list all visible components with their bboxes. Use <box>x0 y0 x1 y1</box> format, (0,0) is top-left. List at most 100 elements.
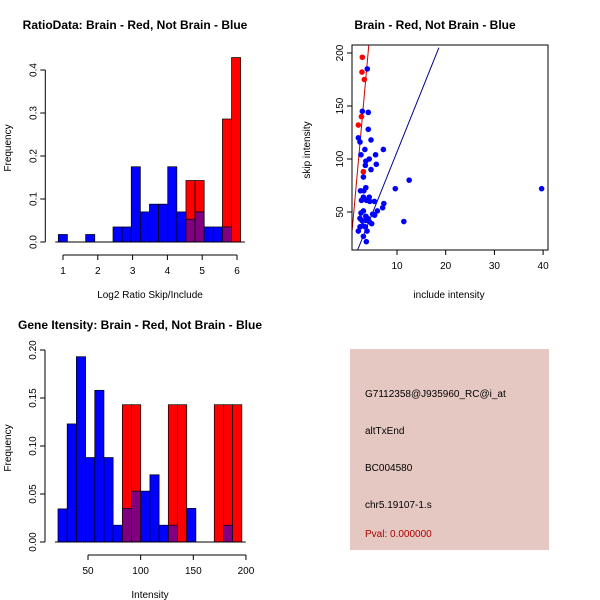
hist2-title: Gene Itensity: Brain - Red, Not Brain - … <box>18 318 262 332</box>
x-tick-label: 3 <box>130 266 136 277</box>
hist1-ylabel: Frequency <box>3 124 14 171</box>
point-not-brain <box>371 212 378 218</box>
bar-not-brain <box>167 166 178 243</box>
hist1-xlabel: Log2 Ratio Skip/Include <box>97 290 203 301</box>
x-tick-label: 5 <box>199 266 205 277</box>
point-brain <box>361 76 368 83</box>
x-tick-label: 4 <box>165 266 171 277</box>
point-not-brain <box>406 177 412 183</box>
point-not-brain <box>374 208 381 214</box>
y-tick-label: 0.2 <box>28 149 39 163</box>
point-not-brain <box>355 135 362 141</box>
bar-brain <box>167 404 178 543</box>
bar-not-brain <box>186 508 197 543</box>
point-not-brain <box>366 198 373 205</box>
point-not-brain <box>538 185 545 192</box>
y-tick-label: 0.15 <box>28 388 39 408</box>
point-not-brain <box>379 204 386 211</box>
point-not-brain <box>365 126 372 133</box>
bar-not-brain <box>194 211 205 243</box>
x-tick-label: 1 <box>60 266 66 277</box>
point-not-brain <box>359 217 365 224</box>
info-event: altTxEnd <box>365 426 404 437</box>
scatter-xlabel: include intensity <box>413 290 484 301</box>
x-tick-label: 20 <box>440 261 452 272</box>
y-tick-label: 0.10 <box>28 436 39 456</box>
hist1-title: RatioData: Brain - Red, Not Brain - Blue <box>23 18 248 32</box>
x-tick-label: 200 <box>238 566 255 577</box>
scatter-plot: 10 20 30 40 50 100 150 200 <box>335 44 549 272</box>
point-brain <box>359 54 366 61</box>
scatter-ylabel: skip intensity <box>302 121 313 178</box>
point-not-brain <box>372 151 379 158</box>
x-tick-label: 10 <box>391 261 403 272</box>
x-tick-label: 30 <box>489 261 501 272</box>
y-tick-label: 0.4 <box>28 63 39 77</box>
bar-not-brain <box>149 203 159 243</box>
point-brain <box>359 69 365 75</box>
bar-not-brain <box>223 524 234 543</box>
bar-brain <box>231 57 242 243</box>
point-not-brain <box>371 198 378 205</box>
point-brain <box>358 113 365 120</box>
point-not-brain <box>368 166 374 173</box>
info-accession: BC004580 <box>365 463 413 474</box>
bar-not-brain <box>140 490 151 543</box>
hist2-xlabel: Intensity <box>131 590 168 600</box>
bar-not-brain <box>149 474 160 543</box>
hist2-ylabel: Frequency <box>3 424 14 471</box>
point-not-brain <box>373 161 380 168</box>
x-tick-label: 6 <box>234 266 240 277</box>
bar-not-brain <box>121 508 132 543</box>
point-not-brain <box>381 200 387 207</box>
bar-not-brain <box>94 389 105 543</box>
point-not-brain <box>368 220 375 227</box>
point-not-brain <box>401 218 407 225</box>
point-not-brain <box>363 238 370 245</box>
bar-not-brain <box>158 524 169 543</box>
info-probe: G7112358@J935960_RC@i_at <box>365 389 506 400</box>
bar-not-brain <box>167 524 178 543</box>
point-not-brain <box>362 224 369 230</box>
point-not-brain <box>360 233 367 240</box>
bar-not-brain <box>85 457 96 543</box>
y-tick-label: 200 <box>335 44 346 61</box>
bar-not-brain <box>112 226 123 243</box>
bar-not-brain <box>57 234 68 243</box>
y-tick-label: 0.20 <box>28 340 39 360</box>
x-tick-label: 50 <box>82 566 94 577</box>
bar-not-brain <box>130 166 141 243</box>
x-tick-label: 100 <box>132 566 149 577</box>
bar-not-brain <box>203 226 214 243</box>
point-not-brain <box>357 188 364 194</box>
point-not-brain <box>355 228 362 234</box>
bar-not-brain <box>121 226 132 243</box>
point-not-brain <box>358 210 364 216</box>
point-not-brain <box>368 137 374 143</box>
bar-not-brain <box>131 490 142 543</box>
y-tick-label: 0.3 <box>28 106 39 120</box>
hist2-plot: 50 100 150 200 0.00 0.05 0.10 0.15 0.20 <box>28 340 255 577</box>
bar-brain <box>223 404 234 543</box>
bar-not-brain <box>158 203 169 243</box>
point-not-brain <box>358 197 365 204</box>
point-not-brain <box>358 151 364 158</box>
scatter-title: Brain - Red, Not Brain - Blue <box>354 18 516 32</box>
y-tick-label: 0.00 <box>28 532 39 552</box>
x-tick-label: 150 <box>185 566 202 577</box>
point-not-brain <box>359 108 366 115</box>
bar-brain <box>232 404 243 543</box>
bar-not-brain <box>85 234 96 243</box>
info-pval: Pval: 0.000000 <box>365 529 432 540</box>
bar-not-brain <box>76 356 86 543</box>
bar-not-brain <box>140 211 150 243</box>
y-tick-label: 100 <box>335 150 346 167</box>
bar-brain <box>213 404 224 543</box>
point-not-brain <box>364 66 371 72</box>
point-not-brain <box>364 228 370 234</box>
plot-frame <box>351 44 549 251</box>
point-not-brain <box>357 224 363 230</box>
y-tick-label: 0.05 <box>28 484 39 504</box>
point-not-brain <box>360 174 367 180</box>
